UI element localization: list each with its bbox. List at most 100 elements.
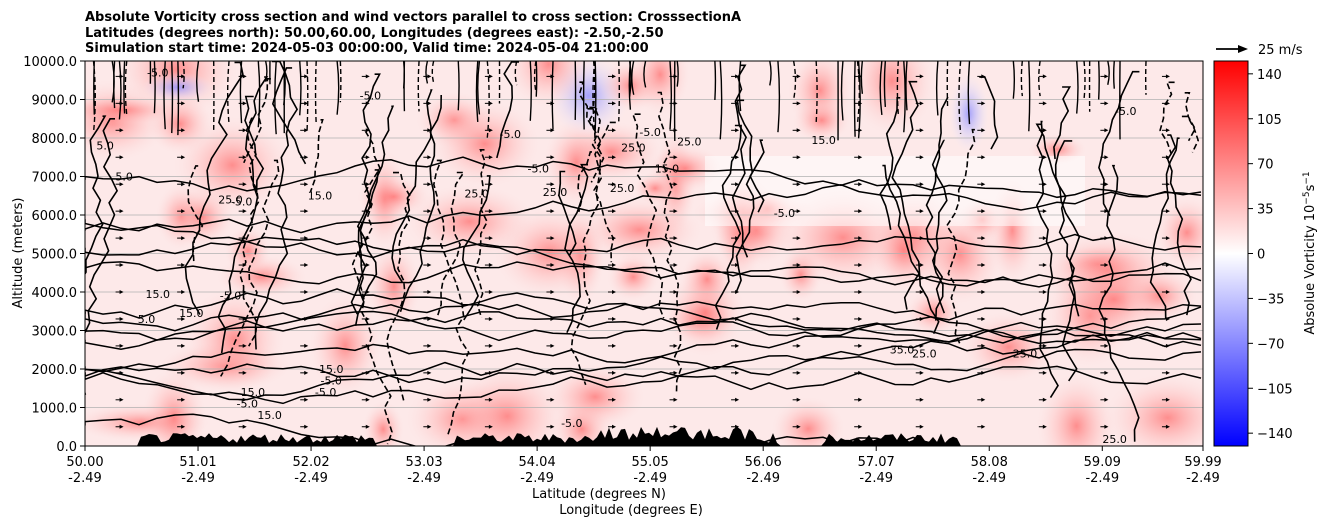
positive-contour: [815, 61, 818, 124]
wind-arrowhead: [119, 155, 124, 160]
wind-arrowhead: [427, 370, 432, 375]
positive-contour: [1076, 61, 1079, 114]
wind-arrowhead: [1104, 263, 1109, 268]
wind-arrowhead: [304, 155, 309, 160]
y-tick-label: 2000.0: [32, 363, 78, 378]
wind-arrowhead: [242, 209, 247, 214]
wind-arrowhead: [735, 236, 740, 241]
wind-arrowhead: [796, 128, 801, 133]
wind-arrowhead: [242, 128, 247, 133]
wind-arrowhead: [981, 101, 986, 106]
wind-arrowhead: [611, 101, 616, 106]
wind-arrowhead: [735, 101, 740, 106]
positive-contour: [299, 61, 302, 116]
wind-arrowhead: [796, 397, 801, 402]
colorbar-label-unit: s: [1303, 184, 1318, 191]
contour-label: 15.0: [241, 386, 266, 399]
contour-label: 25.0: [621, 141, 646, 154]
wind-arrowhead: [919, 290, 924, 294]
wind-arrowhead: [981, 370, 986, 375]
y-axis-label: Altitude (meters): [11, 198, 26, 309]
wind-arrowhead: [119, 370, 124, 375]
wind-arrowhead: [796, 209, 801, 214]
wind-arrowhead: [488, 182, 493, 187]
contour-label: -5.0: [231, 195, 252, 208]
positive-contour: [257, 61, 261, 128]
wind-arrowhead: [242, 397, 247, 402]
wind-arrowhead: [981, 316, 986, 321]
wind-arrowhead: [427, 209, 432, 214]
positive-contour: [1112, 61, 1115, 89]
wind-arrowhead: [1042, 316, 1047, 321]
y-axis-ticks: 0.0 1000.0 2000.0 3000.0 4000.0 5000.0 6000.0 7…: [23, 55, 85, 455]
wind-arrowhead: [858, 128, 863, 133]
x-tick-label-lat: 56.06: [745, 455, 782, 470]
wind-arrowhead: [919, 343, 924, 348]
positive-contour: [714, 124, 742, 330]
positive-contour: [153, 61, 156, 114]
wind-arrowhead: [119, 128, 124, 133]
positive-contour: [931, 139, 948, 321]
x-tick-label-lon: -2.49: [520, 471, 554, 486]
contour-label: 15.0: [319, 363, 344, 376]
wind-arrowhead: [427, 263, 432, 268]
wind-arrowhead: [1104, 370, 1109, 375]
chart-title-line-2: Latitudes (degrees north): 50.00,60.00, …: [85, 26, 664, 41]
wind-arrowhead: [365, 424, 370, 429]
wind-arrowhead: [119, 101, 124, 106]
contour-label: -5.0: [220, 290, 241, 303]
negative-contour: [945, 128, 976, 347]
wind-arrowhead: [550, 370, 555, 375]
wind-arrowhead: [796, 101, 801, 106]
wind-arrowhead: [796, 74, 801, 79]
wind-arrowhead: [919, 209, 924, 214]
wind-arrowhead: [858, 236, 863, 241]
wind-arrowhead: [981, 290, 986, 294]
positive-contour: [184, 61, 244, 315]
wind-arrowhead: [550, 397, 555, 402]
wind-arrowhead: [981, 343, 986, 348]
contour-label: -5.0: [237, 398, 258, 411]
wind-arrowhead: [611, 182, 616, 187]
wind-arrowhead: [488, 209, 493, 214]
wind-arrowhead: [304, 343, 309, 348]
positive-contour: [676, 61, 679, 87]
negative-contour: [657, 91, 682, 393]
wind-arrowhead: [1042, 424, 1047, 429]
wind-arrowhead: [365, 182, 370, 187]
wind-arrowhead: [981, 424, 986, 429]
positive-contour: [496, 61, 519, 159]
wind-arrowhead: [611, 155, 616, 160]
x-tick-label-lon: -2.49: [746, 471, 780, 486]
wind-arrowhead: [181, 209, 186, 214]
wind-arrowhead: [796, 424, 801, 429]
negative-contour: [1181, 115, 1200, 153]
contour-label: 25.0: [912, 347, 937, 360]
wind-arrowhead: [735, 209, 740, 214]
wind-arrowhead: [796, 316, 801, 321]
wind-arrowhead: [550, 74, 555, 79]
positive-contour: [879, 61, 883, 116]
wind-arrowhead: [550, 263, 555, 268]
positive-contour: [264, 61, 268, 82]
wind-arrowhead: [1042, 128, 1047, 133]
wind-arrowhead: [1042, 74, 1047, 79]
positive-contour: [967, 61, 971, 125]
positive-contour: [85, 361, 1202, 401]
wind-arrowhead: [304, 74, 309, 79]
contour-label: -5.0: [320, 374, 341, 387]
wind-arrowhead: [1042, 343, 1047, 348]
positive-contour: [85, 348, 1202, 384]
positive-vorticity-patch: [449, 365, 566, 446]
wind-arrowhead: [1042, 155, 1047, 160]
wind-arrowhead: [550, 209, 555, 214]
negative-contour: [386, 171, 412, 401]
positive-contour: [123, 61, 126, 114]
wind-arrowhead: [550, 316, 555, 321]
wind-arrowhead: [550, 290, 555, 294]
positive-contour: [356, 105, 395, 299]
x-axis-label-2: Longitude (degrees E): [559, 503, 703, 518]
contour-label: 15.0: [811, 134, 836, 147]
positive-contour: [564, 163, 589, 334]
wind-arrowhead: [488, 128, 493, 133]
